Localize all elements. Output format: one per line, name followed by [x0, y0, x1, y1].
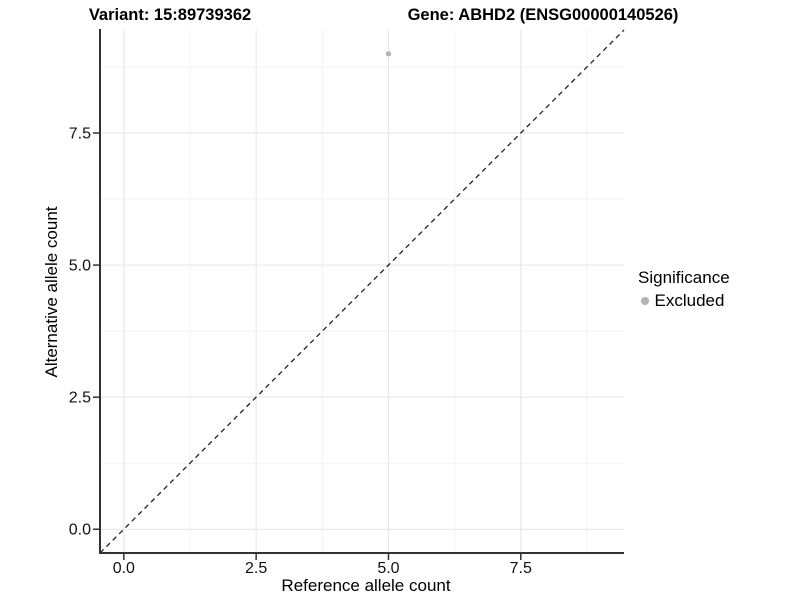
plot-title-variant: Variant: 15:89739362	[88, 6, 252, 24]
identity-line	[99, 29, 625, 554]
legend-key-dot	[641, 297, 649, 305]
x-tick-label: 5.0	[377, 560, 399, 577]
legend: Significance Excluded	[638, 268, 730, 311]
x-tick-label: 2.5	[245, 560, 267, 577]
x-tick-label: 0.0	[113, 560, 135, 577]
y-tick-label: 7.5	[69, 126, 91, 143]
legend-title: Significance	[638, 268, 730, 287]
x-tick-label: 7.5	[510, 560, 532, 577]
y-tick-label: 0.0	[69, 522, 91, 539]
y-axis-title: Alternative allele count	[42, 206, 61, 378]
x-axis-title: Reference allele count	[281, 576, 451, 595]
y-tick-label: 5.0	[69, 258, 91, 275]
legend-item-label: Excluded	[654, 291, 725, 310]
legend-item-excluded: Excluded	[638, 291, 730, 311]
y-tick-label: 2.5	[69, 390, 91, 407]
plot-title-gene: Gene: ABHD2 (ENSG00000140526)	[407, 6, 679, 24]
data-point	[385, 51, 392, 57]
